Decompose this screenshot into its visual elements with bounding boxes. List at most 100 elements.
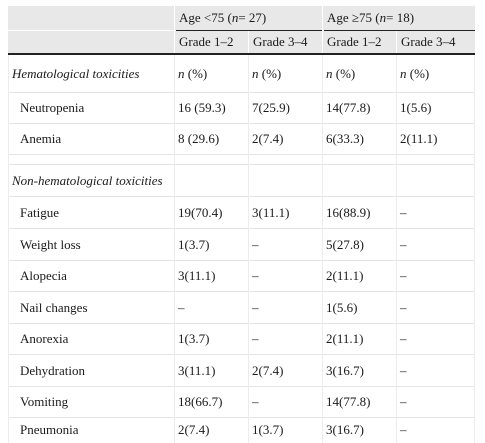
row-value: 16(88.9)	[326, 204, 371, 220]
table-row: Fatigue 19(70.4) 3(11.1) 16(88.9) –	[8, 197, 475, 228]
row-label: Anorexia	[20, 331, 69, 346]
row-value: –	[252, 299, 259, 315]
row-separator	[8, 92, 475, 93]
row-value: –	[400, 394, 407, 409]
row-value: 1(5.6)	[400, 100, 432, 115]
header-col-3: Grade 1–2	[322, 31, 396, 53]
header-bottom-rule	[8, 53, 475, 55]
row-value: 6(33.3)	[326, 131, 364, 146]
section-non-hematological-label: Non-hematological toxicities	[12, 172, 163, 188]
row-value: 16 (59.3)	[178, 100, 226, 115]
row-separator	[8, 291, 475, 292]
row-value: 3(11.1)	[178, 268, 216, 283]
row-separator	[8, 323, 475, 324]
row-value: 2(7.4)	[252, 131, 284, 146]
header-age-under-75: Age <75 (n = 27)	[174, 6, 322, 30]
section-hematological: Hematological toxicities n (%) n (%) n (…	[8, 60, 475, 88]
table-row: Anemia 8 (29.6) 2(7.4) 6(33.3) 2(11.1)	[8, 124, 475, 154]
age-75-plus-suffix: = 18)	[386, 10, 415, 25]
header-blank-cell	[8, 31, 174, 53]
table-row: Weight loss 1(3.7) – 5(27.8) –	[8, 229, 475, 260]
row-separator	[8, 417, 475, 418]
header-col-1: Grade 1–2	[174, 31, 248, 53]
group-underline-under-75	[176, 30, 322, 31]
row-value: –	[252, 394, 259, 409]
unit-cell: n (%)	[178, 66, 208, 81]
section-hematological-label: Hematological toxicities	[12, 66, 140, 81]
row-label: Anemia	[20, 131, 62, 146]
row-separator	[8, 196, 475, 197]
unit-cell: n (%)	[400, 66, 430, 81]
header-grade-row: Grade 1–2 Grade 3–4 Grade 1–2 Grade 3–4	[8, 31, 475, 53]
row-separator	[8, 228, 475, 229]
row-value: –	[400, 268, 407, 283]
header-corner-cell	[8, 6, 174, 30]
column-separator	[8, 55, 9, 443]
row-value: 3(16.7)	[326, 362, 364, 378]
row-value: 2(7.4)	[178, 422, 210, 437]
row-label: Neutropenia	[20, 100, 85, 115]
row-value: 1(5.6)	[326, 299, 358, 315]
table-row: Dehydration 3(11.1) 2(7.4) 3(16.7) –	[8, 355, 475, 386]
row-value: 7(25.9)	[252, 100, 290, 115]
header-col-4: Grade 3–4	[396, 31, 475, 53]
row-value: –	[400, 204, 407, 220]
row-value: –	[178, 299, 185, 315]
row-value: 1(3.7)	[178, 331, 210, 346]
table-row: Vomiting 18(66.7) – 14(77.8) –	[8, 387, 475, 417]
header-col-2: Grade 3–4	[248, 31, 322, 53]
age-75-plus-n-symbol: n	[379, 10, 387, 25]
age-under-75-prefix: Age <75 (	[179, 10, 232, 25]
unit-cell: n (%)	[252, 66, 282, 81]
row-value: –	[252, 236, 259, 252]
row-label: Weight loss	[20, 236, 81, 252]
table-row: Neutropenia 16 (59.3) 7(25.9) 14(77.8) 1…	[8, 93, 475, 123]
row-separator	[8, 123, 475, 124]
table-row: Pneumonia 2(7.4) 1(3.7) 3(16.7) –	[8, 418, 475, 442]
row-label: Vomiting	[20, 394, 69, 409]
row-value: 8 (29.6)	[178, 131, 220, 146]
row-value: 2(11.1)	[326, 268, 364, 283]
row-value: 1(3.7)	[252, 422, 284, 437]
row-value: 3(11.1)	[252, 204, 290, 220]
row-value: –	[400, 236, 407, 252]
column-separator	[322, 55, 323, 443]
row-value: 3(11.1)	[178, 362, 216, 378]
row-separator	[8, 164, 475, 165]
row-separator	[8, 386, 475, 387]
row-value: 18(66.7)	[178, 394, 223, 409]
unit-cell: n (%)	[326, 66, 356, 81]
row-separator	[8, 354, 475, 355]
column-separator	[174, 55, 175, 443]
row-value: –	[400, 331, 407, 346]
row-value: 2(11.1)	[326, 331, 364, 346]
row-value: 5(27.8)	[326, 236, 364, 252]
row-value: 2(7.4)	[252, 362, 284, 378]
table-row: Alopecia 3(11.1) – 2(11.1) –	[8, 261, 475, 291]
age-75-plus-prefix: Age ≥75 (	[327, 10, 380, 25]
row-value: 14(77.8)	[326, 100, 371, 115]
column-separator	[248, 55, 249, 443]
row-label: Pneumonia	[20, 422, 79, 437]
row-value: –	[252, 268, 259, 283]
row-label: Dehydration	[20, 362, 85, 378]
header-group-row: Age <75 (n = 27) Age ≥75 (n = 18)	[8, 6, 475, 30]
section-non-hematological: Non-hematological toxicities	[8, 165, 475, 196]
row-value: –	[252, 331, 259, 346]
table-row: Anorexia 1(3.7) – 2(11.1) –	[8, 324, 475, 354]
row-value: 2(11.1)	[400, 131, 438, 146]
row-separator	[8, 260, 475, 261]
row-value: –	[400, 362, 407, 378]
column-separator	[396, 55, 397, 443]
row-label: Fatigue	[20, 204, 59, 220]
row-value: 14(77.8)	[326, 394, 371, 409]
table-row: Nail changes – – 1(5.6) –	[8, 292, 475, 323]
row-value: 19(70.4)	[178, 204, 223, 220]
row-separator	[8, 154, 475, 155]
header-age-75-plus: Age ≥75 (n = 18)	[322, 6, 475, 30]
row-value: –	[400, 422, 407, 437]
age-under-75-suffix: = 27)	[238, 10, 267, 25]
column-separator	[474, 55, 475, 443]
row-label: Alopecia	[20, 268, 67, 283]
row-value: 3(16.7)	[326, 422, 364, 437]
